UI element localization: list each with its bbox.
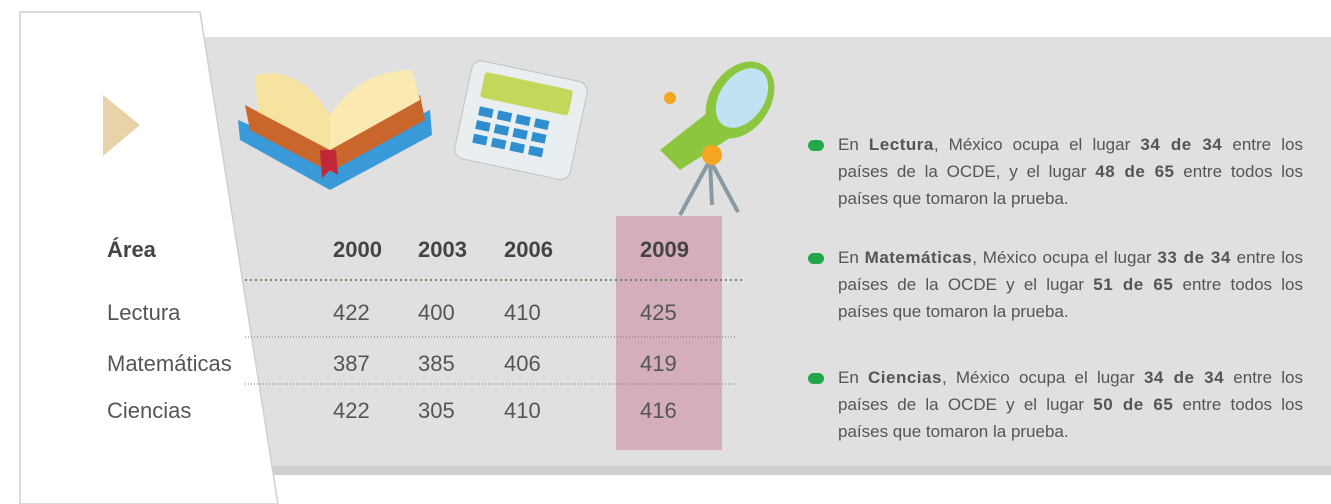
header-cell: 2000 — [333, 237, 382, 263]
score-cell: 385 — [418, 351, 455, 377]
header-cell: 2003 — [418, 237, 467, 263]
note-text: , México ocupa el lugar — [972, 248, 1157, 267]
score-cell: 305 — [418, 398, 455, 424]
note-emphasis: 50 de 65 — [1093, 395, 1173, 414]
score-cell: 406 — [504, 351, 541, 377]
area-cell: Ciencias — [107, 398, 191, 424]
note-emphasis: 33 de 34 — [1157, 248, 1230, 267]
score-cell: 410 — [504, 300, 541, 326]
note-text: En — [838, 368, 868, 387]
note-emphasis: Lectura — [869, 135, 934, 154]
header-cell: 2006 — [504, 237, 553, 263]
note-text: En — [838, 248, 865, 267]
note-emphasis: Matemáticas — [865, 248, 973, 267]
area-cell: Lectura — [107, 300, 180, 326]
note: En Matemáticas, México ocupa el lugar 33… — [838, 244, 1303, 325]
score-cell: 425 — [640, 300, 677, 326]
page: Área 2000 2003 2006 2009 Lectura 422 400 410 425 M… — [0, 0, 1331, 504]
note: En Ciencias, México ocupa el lugar 34 de… — [838, 364, 1303, 445]
area-cell: Matemáticas — [107, 351, 232, 377]
header-cell: 2009 — [640, 237, 689, 263]
score-cell: 410 — [504, 398, 541, 424]
panel-shadow — [200, 466, 1331, 475]
note-emphasis: 34 de 34 — [1140, 135, 1222, 154]
header-cell: Área — [107, 237, 156, 263]
note-emphasis: 48 de 65 — [1095, 162, 1174, 181]
bullet — [808, 140, 824, 151]
note-text: , México ocupa el lugar — [934, 135, 1141, 154]
note-text: , México ocupa el lugar — [942, 368, 1144, 387]
score-cell: 419 — [640, 351, 677, 377]
score-cell: 422 — [333, 300, 370, 326]
score-cell: 416 — [640, 398, 677, 424]
bullet — [808, 373, 824, 384]
score-cell: 400 — [418, 300, 455, 326]
score-cell: 387 — [333, 351, 370, 377]
note-text: En — [838, 135, 869, 154]
note: En Lectura, México ocupa el lugar 34 de … — [838, 131, 1303, 212]
note-emphasis: Ciencias — [868, 368, 942, 387]
note-emphasis: 34 de 34 — [1144, 368, 1224, 387]
score-cell: 422 — [333, 398, 370, 424]
bullet — [808, 253, 824, 264]
note-emphasis: 51 de 65 — [1093, 275, 1173, 294]
